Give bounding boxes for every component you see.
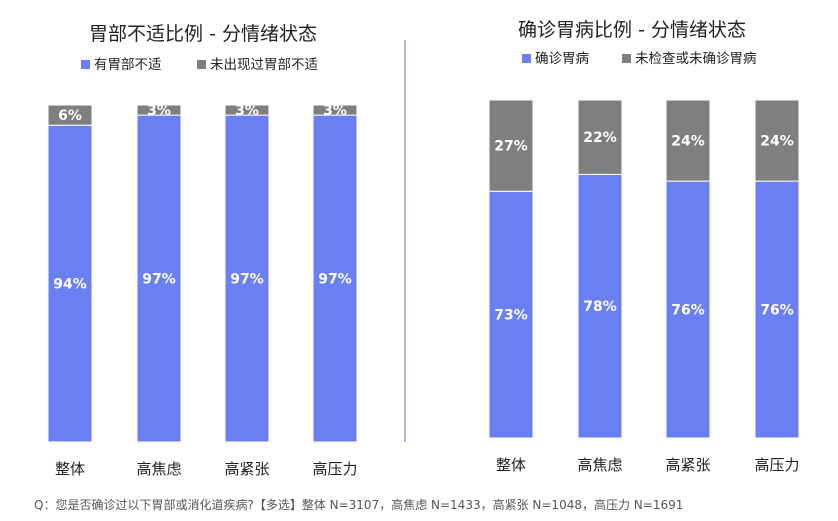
data-label-1-1-1: 22% [583,130,617,146]
bar-segment-1-1-0 [488,99,534,192]
bar-segment-0-0-0 [47,124,93,443]
data-label-1-0-3: 76% [760,303,794,319]
category-label-0-0: 整体 [55,460,85,478]
data-label-0-0-1: 97% [142,272,176,288]
legend-label-1-1: 未检查或未确诊胃病 [635,51,757,67]
data-label-0-0-0: 94% [53,277,87,293]
data-label-1-0-0: 73% [494,308,528,324]
legend-swatch-1-0 [522,54,531,63]
data-label-1-1-0: 27% [494,139,528,155]
category-label-1-0: 整体 [496,456,526,474]
legend-label-1-0: 确诊胃病 [535,51,589,67]
legend-label-0-0: 有胃部不适 [94,57,162,73]
bar-segment-1-0-2 [665,180,711,439]
bar-segment-0-0-2 [224,114,270,443]
data-label-1-1-3: 24% [760,134,794,150]
category-label-1-1: 高焦虑 [577,456,622,474]
legend-swatch-0-1 [197,60,206,69]
data-label-0-1-1: 3% [147,103,171,119]
data-label-0-0-2: 97% [230,272,264,288]
legend-swatch-0-0 [81,60,90,69]
data-label-1-0-2: 76% [671,303,705,319]
category-label-0-1: 高焦虑 [136,460,181,478]
data-label-0-1-0: 6% [58,108,82,124]
bar-segment-1-1-1 [577,99,623,175]
data-label-1-0-1: 78% [583,299,617,315]
chart-title-1: 确诊胃病比例 - 分情绪状态 [518,19,746,41]
legend-swatch-1-1 [622,54,631,63]
bar-segment-1-0-0 [488,190,534,439]
category-label-1-2: 高紧张 [665,456,710,474]
data-label-0-0-3: 97% [318,272,352,288]
footnote: Q：您是否确诊过以下胃部或消化道疾病?【多选】整体 N=3107，高焦虑 N=1… [34,498,684,512]
bar-segment-0-1-0 [47,104,93,126]
bar-segment-1-1-2 [665,99,711,182]
data-label-0-1-3: 3% [323,103,347,119]
bar-segment-0-0-3 [312,114,358,443]
bar-segment-0-1-1 [136,104,182,116]
category-label-1-3: 高压力 [754,456,799,474]
bar-segment-0-1-3 [312,104,358,116]
bar-segment-0-0-1 [136,114,182,443]
data-label-0-1-2: 3% [235,103,259,119]
bar-segment-1-1-3 [754,99,800,182]
chart-title-0: 胃部不适比例 - 分情绪状态 [89,23,317,45]
category-label-0-3: 高压力 [312,460,357,478]
category-label-0-2: 高紧张 [224,460,269,478]
bar-segment-0-1-2 [224,104,270,116]
data-label-1-1-2: 24% [671,134,705,150]
legend-label-0-1: 未出现过胃部不适 [210,57,318,73]
